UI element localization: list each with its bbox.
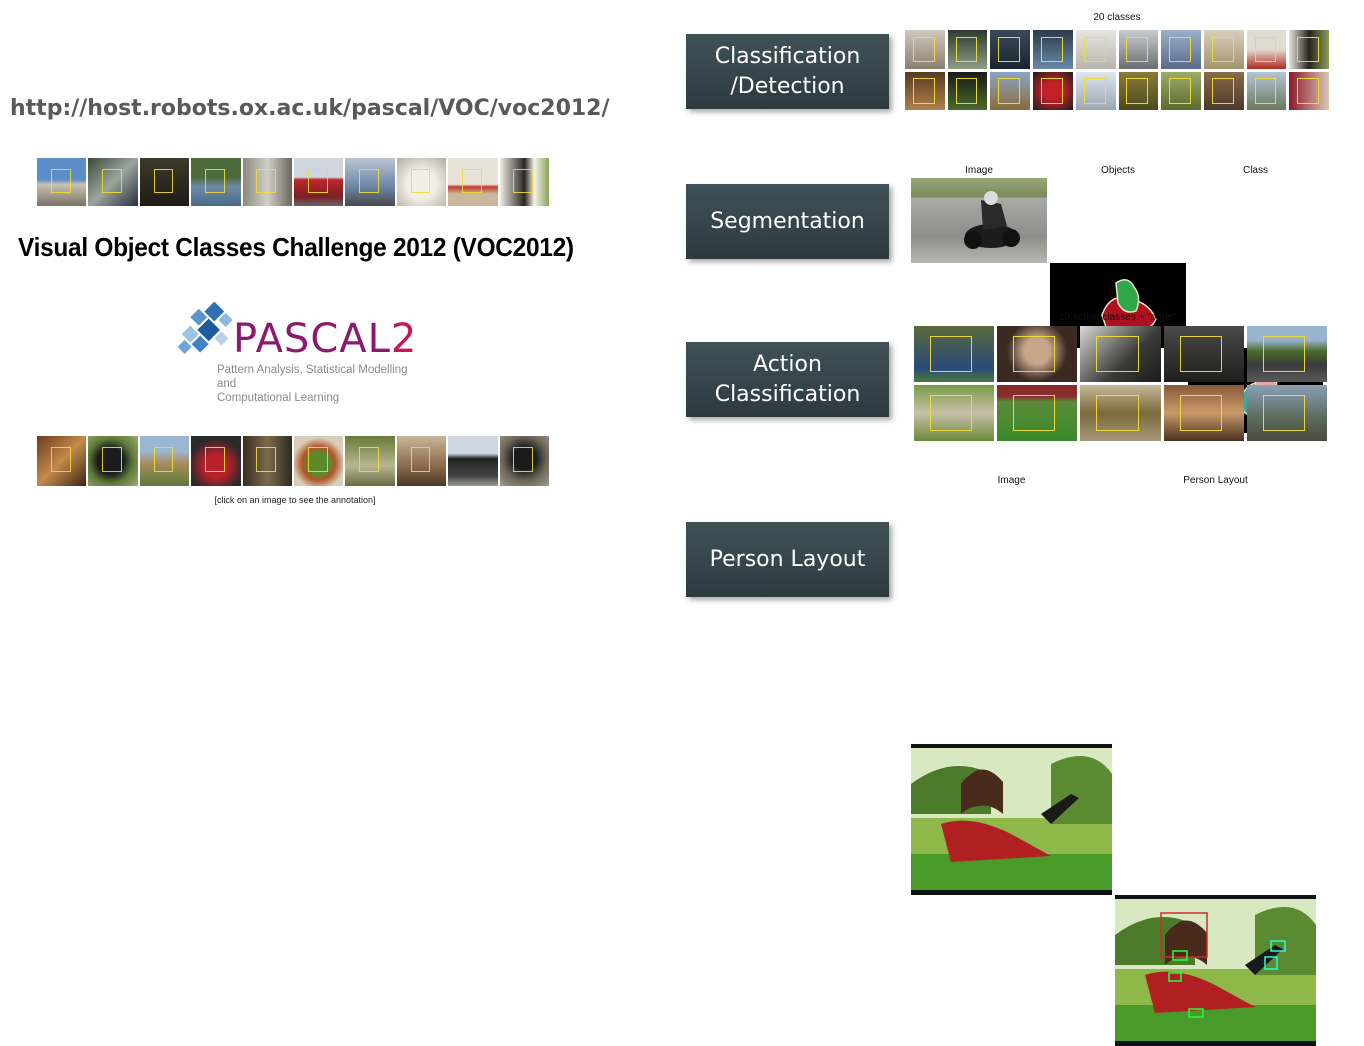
annotation-hint: [click on an image to see the annotation… [214, 495, 376, 505]
thumb-motorbike[interactable] [191, 436, 241, 486]
thumb-car[interactable] [345, 158, 395, 206]
person-layout-annotated[interactable] [1115, 895, 1316, 1046]
class-image[interactable] [1203, 30, 1244, 69]
thumb-person[interactable] [242, 436, 293, 486]
seg-caption-objects: Objects [1101, 165, 1135, 176]
action-image[interactable] [914, 326, 995, 382]
person-layout-photo[interactable] [911, 744, 1112, 895]
classification-detection-label: Classification /Detection [686, 34, 889, 109]
dataset-url[interactable]: http://host.robots.ox.ac.uk/pascal/VOC/v… [10, 96, 610, 121]
action-classification-label: Action Classification [686, 342, 889, 417]
logo-word-number: 2 [390, 316, 418, 362]
thumb-bus[interactable] [294, 158, 344, 206]
thumb-cat[interactable] [396, 158, 447, 206]
person-layout-label: Person Layout [686, 522, 889, 597]
action-image[interactable] [997, 385, 1078, 441]
thumb-dining-table[interactable] [37, 436, 87, 486]
top-image-strip [37, 158, 550, 206]
action-image[interactable] [1163, 385, 1244, 441]
thumb-boat[interactable] [191, 158, 241, 206]
action-image[interactable] [1080, 385, 1161, 441]
thumb-horse[interactable] [139, 436, 190, 486]
seg-caption-image: Image [965, 165, 993, 176]
logo-subtitle-line-2: Computational Learning [217, 392, 340, 404]
thumb-tv-monitor[interactable] [499, 436, 550, 486]
classes-caption: 20 classes [1093, 12, 1141, 23]
action-image[interactable] [1246, 385, 1327, 441]
action-image[interactable] [1080, 326, 1161, 382]
thumb-bottle[interactable] [242, 158, 293, 206]
thumb-bicycle[interactable] [88, 158, 138, 206]
class-image[interactable] [1246, 30, 1287, 69]
action-image-grid [914, 326, 1327, 441]
class-image[interactable] [1161, 71, 1201, 110]
class-image[interactable] [990, 30, 1031, 69]
class-image[interactable] [1118, 71, 1159, 110]
class-image[interactable] [1075, 71, 1116, 110]
thumb-cow[interactable] [499, 158, 550, 206]
class-image[interactable] [947, 71, 988, 110]
logo-subtitle-line-1: Pattern Analysis, Statistical Modelling … [217, 364, 408, 390]
seg-caption-class: Class [1242, 165, 1268, 176]
class-image[interactable] [1246, 71, 1287, 110]
action-image[interactable] [1246, 326, 1327, 382]
segmentation-photo[interactable] [911, 178, 1047, 263]
objects-mask-shape [1101, 279, 1157, 333]
motorbike-rider-shape [964, 191, 1020, 249]
class-image[interactable] [1033, 30, 1073, 69]
bottom-image-strip [37, 436, 550, 486]
thumb-sheep[interactable] [345, 436, 395, 486]
class-image[interactable] [1075, 30, 1116, 69]
thumb-dog[interactable] [88, 436, 138, 486]
class-image[interactable] [947, 30, 988, 69]
classification-image-grid [905, 30, 1329, 110]
class-image[interactable] [1161, 30, 1201, 69]
pascal2-wordmark: PASCAL2 [233, 316, 417, 362]
thumb-train[interactable] [448, 436, 498, 486]
thumb-potted-plant[interactable] [294, 436, 344, 486]
pascal2-logo-mark [177, 301, 233, 354]
thumb-aeroplane[interactable] [37, 158, 87, 206]
class-image[interactable] [1033, 71, 1073, 110]
class-image[interactable] [990, 71, 1031, 110]
action-image[interactable] [997, 326, 1078, 382]
person-layout-scene [1115, 899, 1316, 1041]
class-image[interactable] [1203, 71, 1244, 110]
action-caption: 10 action classes + "other" [1059, 312, 1177, 323]
thumb-chair[interactable] [448, 158, 498, 206]
class-image[interactable] [1118, 30, 1159, 69]
thumb-sofa[interactable] [396, 436, 447, 486]
person-photo-scene [911, 748, 1112, 890]
class-image[interactable] [905, 71, 945, 110]
logo-subtitle: Pattern Analysis, Statistical Modelling … [217, 363, 427, 405]
logo-word-main: PASCAL [233, 316, 391, 362]
class-image[interactable] [1289, 71, 1329, 110]
class-image[interactable] [905, 30, 945, 69]
action-image[interactable] [1163, 326, 1244, 382]
thumb-bird[interactable] [139, 158, 190, 206]
layout-caption-image: Image [997, 475, 1026, 486]
action-image[interactable] [914, 385, 995, 441]
layout-caption-person-layout: Person Layout [1183, 475, 1248, 486]
page-title: Visual Object Classes Challenge 2012 (VO… [18, 232, 574, 262]
segmentation-label: Segmentation [686, 184, 889, 259]
class-image[interactable] [1289, 30, 1329, 69]
